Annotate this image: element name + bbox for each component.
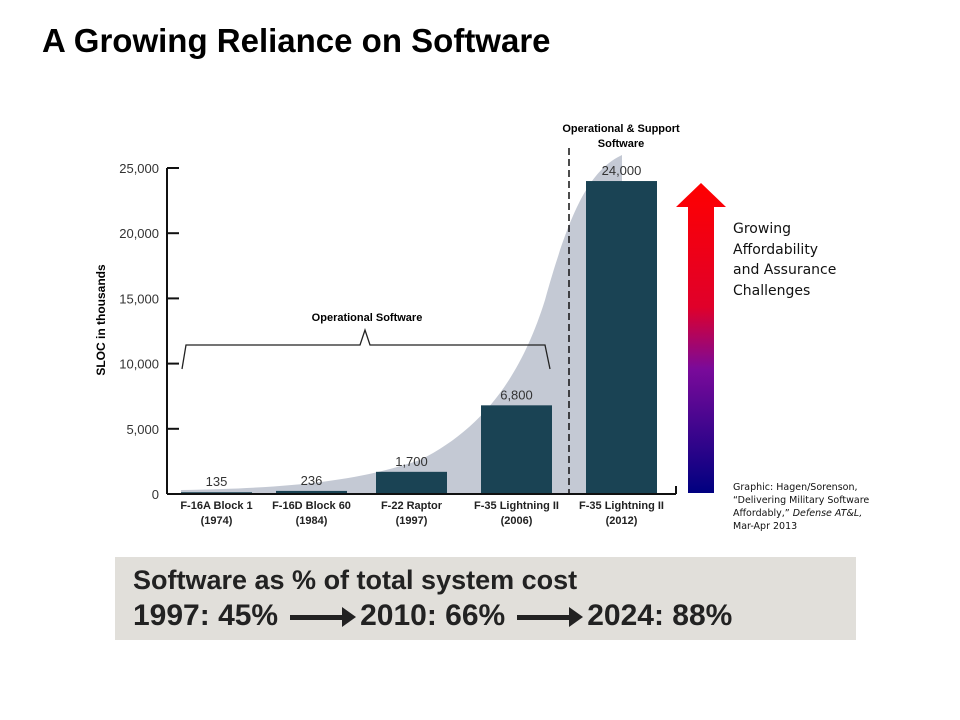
support-label-1: Operational & Support: [562, 123, 680, 135]
data-label: 135: [206, 474, 228, 489]
x-tick-label: F-22 Raptor: [381, 500, 443, 512]
cost-heading: Software as % of total system cost: [133, 565, 578, 595]
cost-item: 2010: 66%: [360, 599, 506, 632]
arrow-right-icon: [290, 606, 357, 627]
credit-line: Affordably,”: [733, 508, 790, 519]
y-tick-label: 0: [152, 487, 159, 502]
data-label: 236: [301, 473, 323, 488]
x-tick-label: (1984): [296, 515, 328, 527]
sloc-bar-chart: 135 236 1,700 6,800 24,000 F-16A Block 1 (197…: [94, 123, 726, 527]
bar: [586, 181, 657, 495]
cost-item: 2024: 88%: [587, 599, 733, 632]
bar: [376, 471, 447, 494]
x-tick-label: (1974): [201, 515, 233, 527]
arrow-label: Growing Affordability and Assurance Chal…: [733, 219, 853, 301]
x-tick-label: F-16D Block 60: [272, 500, 351, 512]
x-tick-label: (1997): [396, 515, 428, 527]
operational-label: Operational Software: [312, 312, 423, 324]
arrow-label-line: Growing: [733, 221, 791, 237]
graphic-credit: Graphic: Hagen/Sorenson, “Delivering Mil…: [733, 481, 883, 533]
arrow-label-line: Challenges: [733, 282, 811, 299]
growing-challenges-arrow-icon: [676, 183, 726, 493]
y-tick-label: 15,000: [119, 291, 159, 306]
y-axis-label: SLOC in thousands: [94, 264, 108, 376]
y-tick-label: 25,000: [119, 161, 159, 176]
y-tick-label: 5,000: [126, 422, 159, 437]
bar: [276, 490, 347, 494]
x-tick-label: F-16A Block 1: [180, 500, 252, 512]
slide-title: A Growing Reliance on Software: [42, 22, 551, 59]
cost-item: 1997: 45%: [133, 599, 279, 632]
bar: [481, 405, 552, 494]
x-tick-label: (2006): [501, 515, 533, 527]
operational-brace: [181, 327, 551, 370]
data-label: 1,700: [395, 454, 428, 469]
data-label: 24,000: [602, 163, 642, 178]
credit-line: Graphic: Hagen/Sorenson,: [733, 482, 858, 493]
credit-source: Defense AT&L,: [792, 508, 863, 519]
arrow-right-icon: [517, 606, 584, 627]
arrow-label-line: Affordability: [733, 241, 819, 258]
data-label: 6,800: [500, 387, 533, 402]
x-tick-label: F-35 Lightning II: [579, 500, 664, 512]
cost-timeline: 1997: 45% 2010: 66% 2024: 88%: [133, 599, 732, 633]
growth-area: [181, 155, 622, 494]
support-label-2: Software: [598, 138, 644, 150]
x-tick-label: F-35 Lightning II: [474, 500, 559, 512]
y-tick-label: 10,000: [119, 357, 159, 372]
arrow-label-line: and Assurance: [733, 262, 837, 278]
y-tick-label: 20,000: [119, 226, 159, 241]
cost-banner: Software as % of total system cost 1997:…: [115, 557, 856, 640]
credit-line: “Delivering Military Software: [733, 495, 870, 506]
x-tick-label: (2012): [606, 515, 638, 527]
credit-line: Mar-Apr 2013: [733, 521, 798, 532]
